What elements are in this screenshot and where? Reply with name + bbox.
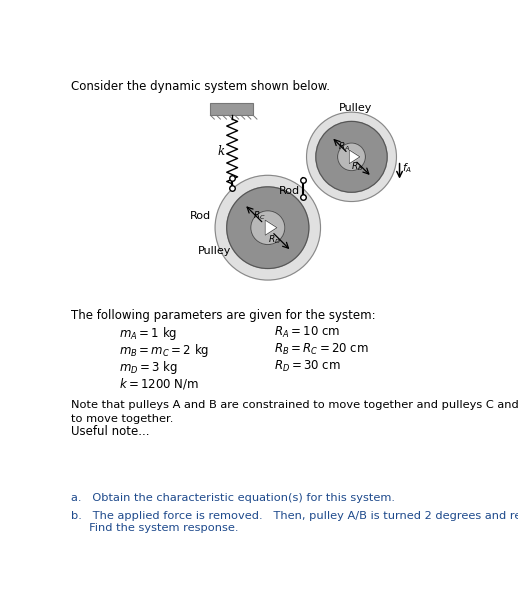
Text: Find the system response.: Find the system response. bbox=[71, 523, 238, 534]
Text: The following parameters are given for the system:: The following parameters are given for t… bbox=[71, 309, 376, 322]
Text: Pulley: Pulley bbox=[198, 246, 232, 256]
Text: Note that pulleys A and B are constrained to move together and pulleys C and D a: Note that pulleys A and B are constraine… bbox=[71, 400, 518, 424]
Text: Useful note...: Useful note... bbox=[71, 425, 150, 438]
Text: Pulley: Pulley bbox=[339, 103, 372, 113]
Bar bbox=[210, 103, 253, 115]
Text: $m_A = 1$ kg: $m_A = 1$ kg bbox=[119, 325, 177, 342]
Text: Rod: Rod bbox=[190, 211, 211, 221]
Text: Consider the dynamic system shown below.: Consider the dynamic system shown below. bbox=[71, 80, 330, 93]
Text: $R_C$: $R_C$ bbox=[253, 209, 266, 222]
Text: $R_B = R_C = 20$ cm: $R_B = R_C = 20$ cm bbox=[274, 341, 369, 357]
Text: $R_D$: $R_D$ bbox=[268, 233, 281, 246]
Text: $R_A = 10$ cm: $R_A = 10$ cm bbox=[274, 325, 340, 340]
Text: Rod: Rod bbox=[279, 185, 299, 196]
Circle shape bbox=[251, 211, 285, 244]
Circle shape bbox=[316, 122, 387, 192]
Circle shape bbox=[307, 112, 396, 201]
Text: $R_A$: $R_A$ bbox=[338, 141, 351, 154]
Polygon shape bbox=[265, 220, 277, 235]
Text: $f_A$: $f_A$ bbox=[402, 161, 412, 175]
Circle shape bbox=[338, 143, 366, 171]
Polygon shape bbox=[349, 150, 360, 164]
Text: $R_D = 30$ cm: $R_D = 30$ cm bbox=[274, 359, 341, 374]
Text: k: k bbox=[218, 145, 225, 158]
Text: $m_D = 3$ kg: $m_D = 3$ kg bbox=[119, 359, 178, 376]
Text: $R_B$: $R_B$ bbox=[351, 160, 363, 173]
Text: a.   Obtain the characteristic equation(s) for this system.: a. Obtain the characteristic equation(s)… bbox=[71, 492, 395, 503]
Text: $k = 1200$ N/m: $k = 1200$ N/m bbox=[119, 376, 199, 391]
Text: b.   The applied force is removed.   Then, pulley A/B is turned 2 degrees and re: b. The applied force is removed. Then, p… bbox=[71, 511, 518, 521]
Text: $m_B = m_C = 2$ kg: $m_B = m_C = 2$ kg bbox=[119, 341, 209, 359]
Circle shape bbox=[227, 187, 309, 268]
Circle shape bbox=[215, 176, 321, 280]
